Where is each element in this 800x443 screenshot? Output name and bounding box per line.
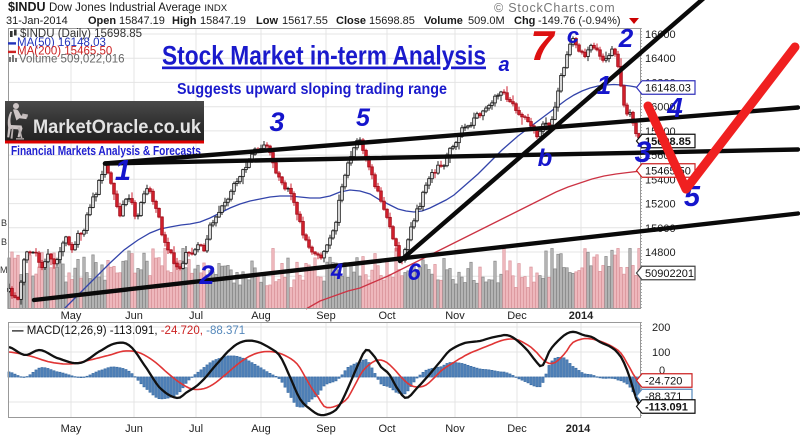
svg-text:50902201: 50902201	[645, 268, 694, 280]
svg-text:Dec: Dec	[507, 310, 527, 322]
svg-text:2014: 2014	[569, 310, 594, 322]
svg-text:-24.720: -24.720	[645, 376, 682, 388]
svg-text:Jul: Jul	[189, 423, 203, 435]
svg-text:B: B	[1, 218, 7, 228]
svg-text:Volume 509,022,016: Volume 509,022,016	[19, 54, 125, 66]
svg-text:Stock Market in-term Analysis: Stock Market in-term Analysis	[162, 41, 486, 71]
svg-text:Sep: Sep	[316, 423, 336, 435]
svg-text:14800: 14800	[645, 247, 676, 259]
svg-text:1: 1	[115, 155, 131, 187]
svg-text:200: 200	[652, 322, 670, 334]
svg-text:© StockCharts.com: © StockCharts.com	[494, 1, 615, 15]
svg-text:Jun: Jun	[125, 423, 143, 435]
svg-text:B: B	[1, 237, 7, 247]
svg-text:5: 5	[356, 104, 371, 132]
svg-text:$INDU Dow Jones Industrial Ave: $INDU Dow Jones Industrial Average INDX	[8, 0, 228, 14]
svg-text:16400: 16400	[645, 53, 676, 65]
svg-text:6: 6	[407, 259, 421, 286]
svg-text:a: a	[498, 54, 509, 76]
svg-text:7: 7	[530, 22, 555, 69]
svg-text:Suggests upward sloping tradin: Suggests upward sloping trading range	[177, 81, 447, 98]
svg-text:Oct: Oct	[378, 310, 395, 322]
svg-text:Oct: Oct	[378, 423, 395, 435]
svg-text:Dec: Dec	[507, 423, 527, 435]
svg-text:Sep: Sep	[316, 310, 336, 322]
svg-text:2: 2	[618, 23, 634, 53]
svg-text:4: 4	[330, 259, 343, 284]
svg-text:Jul: Jul	[189, 310, 203, 322]
svg-text:May: May	[61, 310, 82, 322]
svg-text:2014: 2014	[566, 423, 591, 435]
svg-text:MarketOracle.co.uk: MarketOracle.co.uk	[33, 117, 201, 138]
svg-text:Nov: Nov	[445, 423, 465, 435]
svg-text:MA(200) 15465.50: MA(200) 15465.50	[17, 46, 112, 58]
svg-text:100: 100	[652, 347, 670, 359]
svg-text:— MACD(12,26,9) -113.091, -24.: — MACD(12,26,9) -113.091, -24.720, -88.3…	[12, 325, 245, 337]
svg-text:M: M	[0, 265, 8, 275]
svg-text:15200: 15200	[645, 199, 676, 211]
svg-text:MA(50) 16148.03: MA(50) 16148.03	[17, 37, 106, 49]
svg-text:Aug: Aug	[251, 423, 271, 435]
svg-text:16148.03: 16148.03	[645, 83, 691, 95]
svg-text:May: May	[61, 423, 82, 435]
svg-text:0: 0	[659, 365, 665, 377]
svg-text:2: 2	[198, 260, 214, 290]
svg-text:4: 4	[666, 92, 683, 123]
svg-text:3: 3	[635, 136, 652, 169]
svg-text:1: 1	[597, 70, 611, 100]
svg-text:Financial Markets Analysis & F: Financial Markets Analysis & Forecasts	[11, 144, 201, 158]
svg-text:$INDU (Daily) 15698.85: $INDU (Daily) 15698.85	[20, 28, 142, 40]
svg-text:Aug: Aug	[251, 310, 271, 322]
svg-text:Jun: Jun	[125, 310, 143, 322]
svg-text:c: c	[567, 23, 579, 48]
svg-text:b: b	[538, 145, 553, 172]
svg-text:-113.091: -113.091	[645, 402, 688, 414]
svg-text:3: 3	[269, 107, 284, 137]
svg-text:Nov: Nov	[445, 310, 465, 322]
